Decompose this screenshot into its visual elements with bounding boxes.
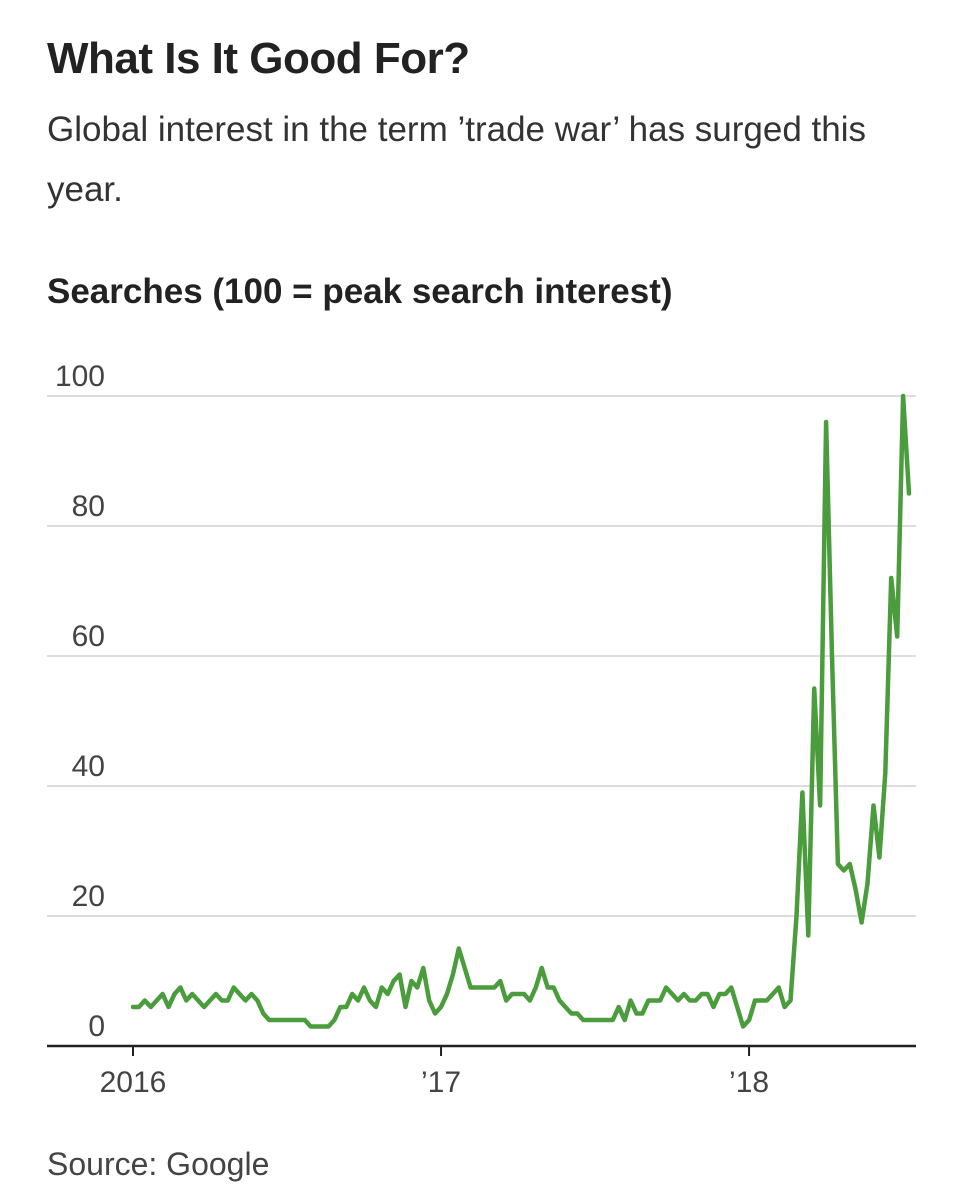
y-tick-label: 0 xyxy=(88,1010,105,1043)
y-tick-label: 40 xyxy=(72,750,105,783)
y-tick-label: 20 xyxy=(72,880,105,913)
y-tick-label: 100 xyxy=(55,360,105,393)
x-tick-labels: 2016 ’17 ’18 xyxy=(100,1046,769,1099)
source-note: Source: Google xyxy=(47,1146,270,1182)
series-layer xyxy=(130,393,912,1029)
x-tick-label: ’17 xyxy=(421,1066,461,1099)
x-tick-label: 2016 xyxy=(100,1066,167,1099)
series-line-trade-war xyxy=(130,393,912,1029)
y-tick-labels: 0 20 40 60 80 100 xyxy=(55,360,105,1043)
chart-title: What Is It Good For? xyxy=(47,34,470,83)
x-tick-label: ’18 xyxy=(729,1066,769,1099)
line-chart: 0 20 40 60 80 100 2016 ’17 ’18 xyxy=(47,360,916,1099)
chart-subtitle: Global interest in the term ’trade war’ … xyxy=(47,110,866,209)
gridlines xyxy=(47,395,916,1048)
y-tick-label: 60 xyxy=(72,620,105,653)
y-axis-label: Searches (100 = peak search interest) xyxy=(47,272,673,311)
y-tick-label: 80 xyxy=(72,490,105,523)
